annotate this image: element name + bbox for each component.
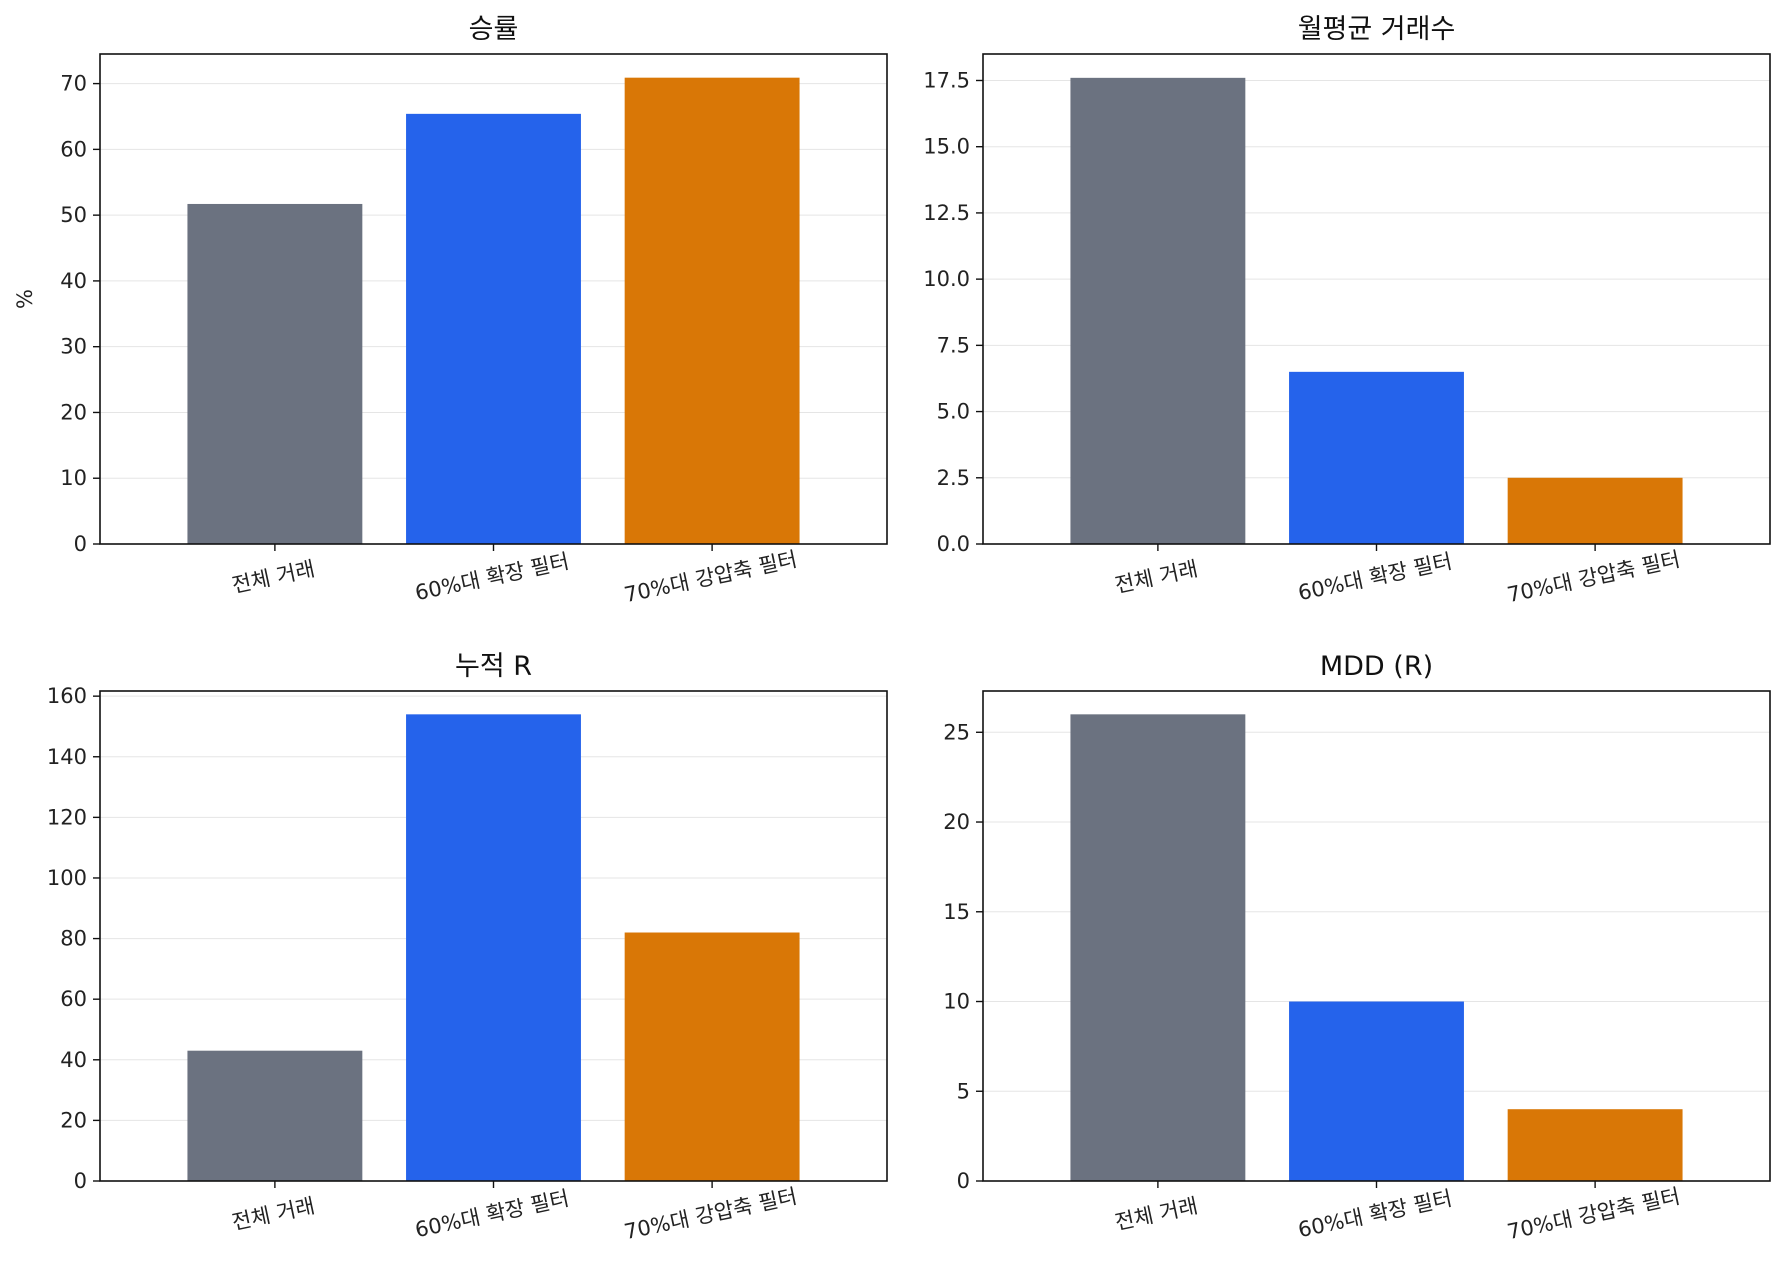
win-rate-chart-ylabel: % [13, 289, 37, 309]
win-rate-chart-y-tick-label-3: 30 [60, 335, 87, 359]
win-rate-chart-y-tick-label-4: 40 [60, 269, 87, 293]
mdd-r-chart-y-tick-label-3: 15 [943, 900, 970, 924]
monthly-trades-chart-bar-2 [1507, 477, 1683, 544]
mdd-r-chart-y-tick-label-1: 5 [957, 1079, 970, 1103]
win-rate-chart-bar-0 [187, 203, 363, 545]
cumulative-r-chart-y-tick-label-4: 80 [60, 927, 87, 951]
monthly-trades-chart-bars [1070, 77, 1683, 545]
mdd-r-chart-y-tick-label-5: 25 [943, 720, 970, 744]
mdd-r-chart-bar-1 [1289, 1001, 1464, 1181]
monthly-trades-chart-y-ticks: 0.0 2.5 5.0 7.5 10.0 12.5 15.0 17.5 [923, 68, 983, 556]
cumulative-r-chart-y-tick-label-5: 100 [47, 866, 87, 890]
cumulative-r-chart-bar-2 [624, 932, 800, 1181]
cumulative-r-chart-y-tick-label-0: 0 [74, 1169, 87, 1193]
cumulative-r-chart-bars [187, 714, 800, 1181]
cumulative-r-chart-y-tick-label-7: 140 [47, 745, 87, 769]
win-rate-chart-title: 승률 [469, 14, 519, 45]
monthly-trades-chart-title: 월평균 거래수 [1298, 14, 1456, 45]
win-rate-chart-bars [187, 77, 800, 545]
monthly-trades-chart-bar-0 [1070, 77, 1246, 545]
win-rate-chart-y-tick-label-1: 10 [60, 466, 87, 490]
mdd-r-chart-y-ticks: 0 5 10 15 20 25 [943, 720, 983, 1193]
win-rate-chart-y-tick-label-0: 0 [74, 532, 87, 556]
win-rate-chart-y-tick-label-7: 70 [60, 72, 87, 96]
mdd-r-chart-bar-2 [1507, 1109, 1683, 1181]
mdd-r-chart-y-tick-label-0: 0 [957, 1169, 970, 1193]
cumulative-r-chart-y-tick-label-6: 120 [47, 805, 87, 829]
monthly-trades-chart-y-tick-label-5: 12.5 [923, 201, 970, 225]
cumulative-r-chart-title: 누적 R [455, 651, 532, 682]
cumulative-r-chart-y-tick-label-3: 60 [60, 987, 87, 1011]
monthly-trades-chart-y-tick-label-3: 7.5 [937, 333, 970, 357]
cumulative-r-chart-y-tick-label-8: 160 [47, 684, 87, 708]
win-rate-chart-bar-1 [406, 113, 581, 544]
win-rate-chart-y-tick-label-5: 50 [60, 203, 87, 227]
monthly-trades-chart-y-tick-label-0: 0.0 [937, 532, 970, 556]
monthly-trades-chart-y-tick-label-7: 17.5 [923, 68, 970, 92]
monthly-trades-chart-y-tick-label-6: 15.0 [923, 135, 970, 159]
mdd-r-chart-bars [1070, 714, 1683, 1181]
win-rate-chart-bar-2 [624, 77, 800, 544]
mdd-r-chart-y-tick-label-4: 20 [943, 810, 970, 834]
cumulative-r-chart-y-tick-label-2: 40 [60, 1048, 87, 1072]
win-rate-chart-y-tick-label-6: 60 [60, 137, 87, 161]
monthly-trades-chart-y-tick-label-4: 10.0 [923, 267, 970, 291]
monthly-trades-chart-bar-1 [1289, 371, 1464, 544]
mdd-r-chart-y-tick-label-2: 10 [943, 990, 970, 1014]
mdd-r-chart-bar-0 [1070, 714, 1246, 1181]
monthly-trades-chart-y-tick-label-2: 5.0 [937, 400, 970, 424]
win-rate-chart-y-tick-label-2: 20 [60, 400, 87, 424]
cumulative-r-chart-y-tick-label-1: 20 [60, 1108, 87, 1132]
cumulative-r-chart-y-ticks: 0 20 40 60 80 100 120 140 160 [47, 684, 100, 1193]
cumulative-r-chart-bar-0 [187, 1050, 363, 1181]
monthly-trades-chart-y-tick-label-1: 2.5 [937, 466, 970, 490]
mdd-r-chart-title: MDD (R) [1320, 651, 1433, 682]
win-rate-chart-y-ticks: 0 10 20 30 40 50 60 70 [60, 72, 100, 556]
cumulative-r-chart-bar-1 [406, 714, 581, 1181]
